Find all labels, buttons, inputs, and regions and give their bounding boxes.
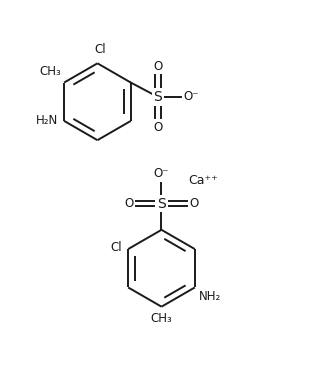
- Text: O: O: [125, 197, 134, 210]
- Text: O: O: [189, 197, 198, 210]
- Text: O⁻: O⁻: [154, 167, 169, 180]
- Text: S: S: [153, 90, 162, 104]
- Text: O⁻: O⁻: [183, 90, 199, 104]
- Text: CH₃: CH₃: [39, 65, 61, 78]
- Text: Cl: Cl: [95, 43, 107, 56]
- Text: CH₃: CH₃: [151, 312, 172, 326]
- Text: Cl: Cl: [111, 241, 122, 254]
- Text: O: O: [153, 60, 162, 73]
- Text: Ca⁺⁺: Ca⁺⁺: [188, 174, 218, 187]
- Text: NH₂: NH₂: [199, 290, 221, 303]
- Text: H₂N: H₂N: [36, 114, 58, 127]
- Text: S: S: [157, 196, 166, 211]
- Text: O: O: [153, 121, 162, 134]
